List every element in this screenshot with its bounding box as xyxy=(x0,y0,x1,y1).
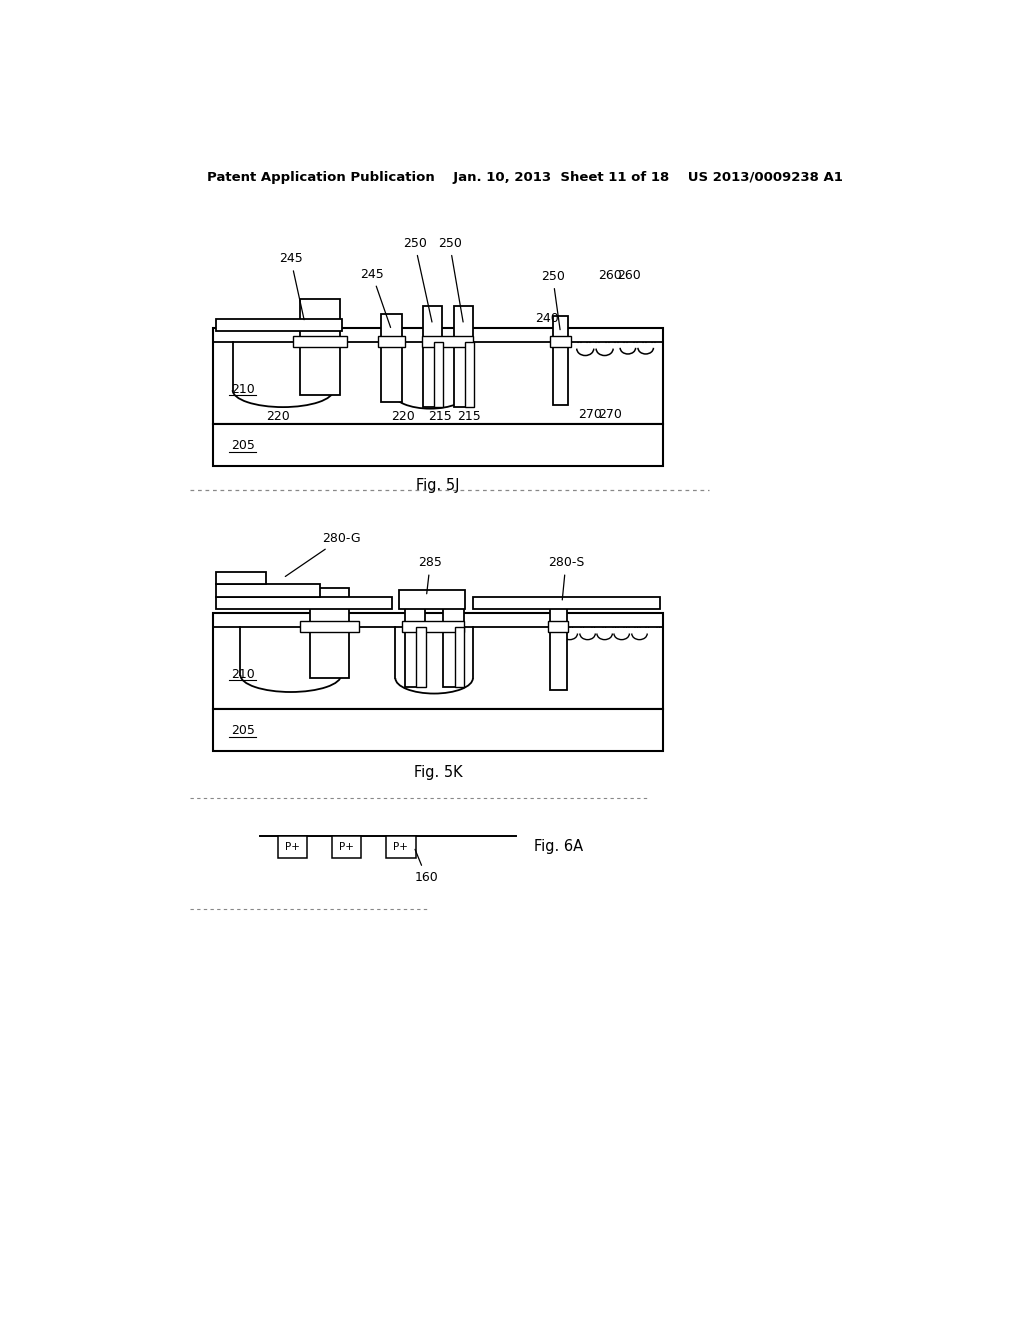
Text: 215: 215 xyxy=(457,409,481,422)
Bar xyxy=(402,622,464,632)
Text: 260: 260 xyxy=(616,269,641,282)
Bar xyxy=(473,597,660,609)
Bar xyxy=(300,622,359,632)
Text: 270: 270 xyxy=(598,408,622,421)
Text: 160: 160 xyxy=(415,849,438,883)
Text: 205: 205 xyxy=(230,723,255,737)
Bar xyxy=(216,585,321,597)
Text: 210: 210 xyxy=(230,668,255,681)
Text: 250: 250 xyxy=(402,238,432,322)
Text: Patent Application Publication    Jan. 10, 2013  Sheet 11 of 18    US 2013/00092: Patent Application Publication Jan. 10, … xyxy=(207,172,843,185)
Bar xyxy=(216,597,391,609)
Bar xyxy=(404,599,425,688)
Bar xyxy=(399,590,465,609)
Bar xyxy=(443,599,464,688)
Bar xyxy=(213,612,663,709)
Text: 210: 210 xyxy=(230,383,255,396)
Bar xyxy=(386,836,416,858)
Bar xyxy=(213,424,663,466)
Text: 260: 260 xyxy=(598,269,622,282)
Bar xyxy=(455,627,464,688)
Text: 245: 245 xyxy=(360,268,390,327)
Text: 250: 250 xyxy=(437,238,463,322)
Bar xyxy=(293,337,347,347)
Text: P+: P+ xyxy=(285,842,300,851)
Text: 250: 250 xyxy=(541,271,564,330)
Text: 280-S: 280-S xyxy=(548,557,584,599)
Text: 220: 220 xyxy=(391,409,415,422)
Bar xyxy=(417,627,426,688)
Bar xyxy=(422,337,473,347)
Bar xyxy=(213,327,663,424)
Text: Fig. 5K: Fig. 5K xyxy=(414,766,462,780)
Bar xyxy=(378,337,406,347)
Bar xyxy=(548,622,568,632)
Text: P+: P+ xyxy=(339,842,354,851)
Text: 220: 220 xyxy=(265,409,290,422)
Bar xyxy=(310,589,349,678)
Text: 280-G: 280-G xyxy=(286,532,360,577)
Bar xyxy=(216,318,342,331)
Text: Fig. 6A: Fig. 6A xyxy=(534,840,583,854)
Text: 270: 270 xyxy=(578,408,602,421)
Bar xyxy=(550,605,566,689)
Bar xyxy=(213,709,663,751)
Bar xyxy=(216,572,266,585)
Text: 215: 215 xyxy=(428,409,453,422)
Bar xyxy=(434,342,443,407)
Text: 205: 205 xyxy=(230,440,255,453)
Text: 285: 285 xyxy=(419,557,442,594)
Bar xyxy=(423,306,442,407)
Text: 240: 240 xyxy=(535,312,558,325)
Bar xyxy=(553,317,568,405)
Bar xyxy=(332,836,361,858)
Bar xyxy=(381,314,402,403)
Text: 245: 245 xyxy=(279,252,304,319)
Text: Fig. 5J: Fig. 5J xyxy=(416,478,460,494)
Bar xyxy=(455,306,473,407)
Bar xyxy=(550,337,570,347)
Bar xyxy=(278,836,307,858)
Bar xyxy=(300,298,340,395)
Bar xyxy=(465,342,474,407)
Text: P+: P+ xyxy=(393,842,409,851)
